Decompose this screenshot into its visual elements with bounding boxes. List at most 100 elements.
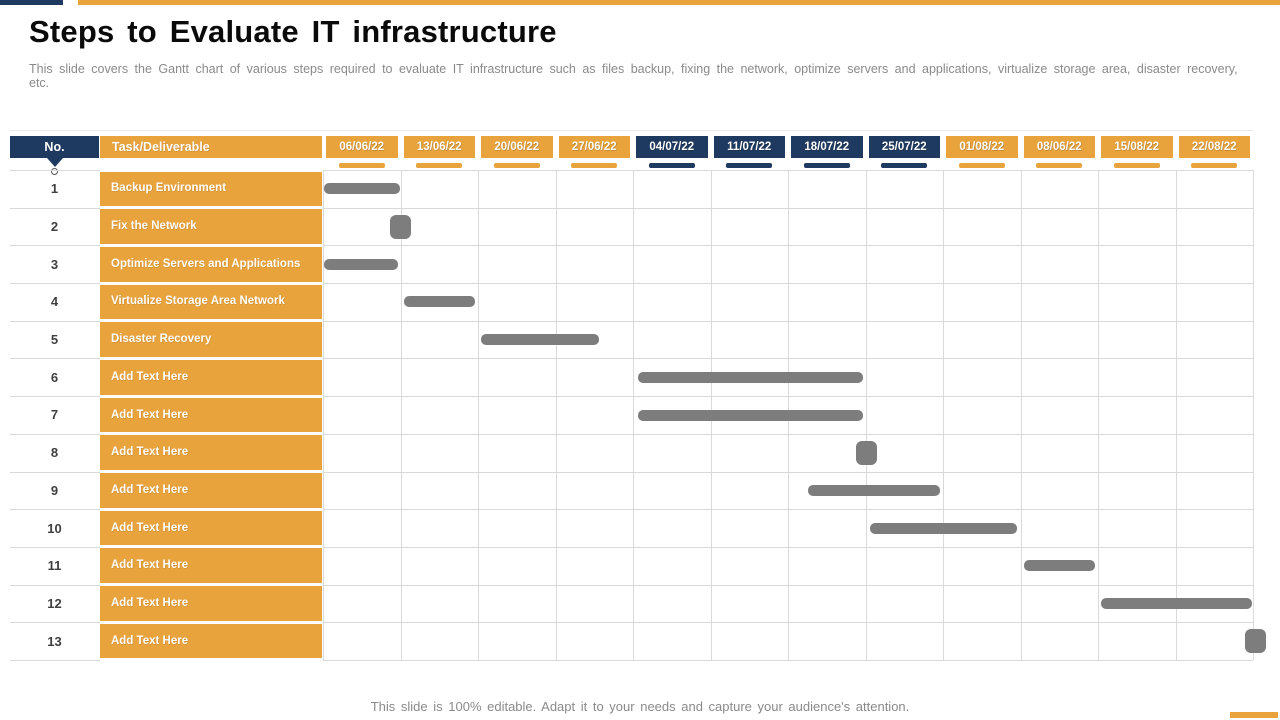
task-label-cell: Add Text Here — [100, 548, 322, 584]
task-row-number: 6 — [50, 369, 59, 385]
bottom-right-accent-bar — [1230, 712, 1278, 718]
task-label-cell: Add Text Here — [100, 473, 322, 508]
task-label-cell: Add Text Here — [100, 586, 322, 621]
gantt-milestone-square — [390, 214, 411, 239]
grid-hline — [10, 546, 100, 548]
date-column-header: 20/06/22 — [481, 136, 553, 158]
date-column-header: 11/07/22 — [713, 136, 785, 158]
task-row-number: 10 — [47, 520, 62, 536]
date-column-underline — [1191, 163, 1238, 168]
grid-hline — [323, 207, 1253, 209]
task-row-number: 11 — [47, 558, 62, 574]
grid-vline — [1098, 170, 1099, 660]
grid-hline — [323, 170, 1253, 171]
column-header-no: No. — [10, 136, 99, 158]
grid-vline — [633, 170, 634, 660]
gantt-milestone-square — [855, 440, 877, 465]
grid-hline — [10, 433, 100, 435]
grid-hline — [323, 471, 1253, 473]
task-row-number: 1 — [50, 181, 59, 197]
task-label-cell: Add Text Here — [100, 397, 322, 433]
date-column-underline — [881, 163, 928, 168]
column-header-task: Task/Deliverable — [100, 136, 322, 158]
task-row-number: 13 — [47, 633, 62, 649]
date-column-underline — [416, 163, 463, 168]
task-label: Optimize Servers and Applications — [111, 257, 301, 270]
top-accent-orange-bar — [78, 0, 1280, 5]
grid-hline — [10, 283, 100, 285]
date-column-underline — [726, 163, 773, 168]
task-label-cell: Add Text Here — [100, 623, 322, 659]
grid-vline — [865, 170, 867, 660]
gantt-bar — [324, 258, 398, 270]
task-row-number: 5 — [50, 332, 59, 348]
task-label-cell: Disaster Recovery — [100, 322, 322, 357]
gantt-chart: No. Task/Deliverable 06/06/22 13/06/22 20/… — [10, 130, 1266, 661]
gantt-bar — [324, 183, 400, 195]
task-label-cell: Add Text Here — [100, 510, 322, 546]
grid-hline — [10, 207, 100, 209]
date-column-underline — [338, 163, 385, 168]
task-label-cell: Add Text Here — [100, 435, 322, 471]
task-row-number: 9 — [50, 482, 59, 498]
grid-hline — [323, 396, 1253, 398]
grid-hline — [323, 245, 1253, 247]
gantt-milestone-square — [1244, 629, 1266, 654]
task-label: Add Text Here — [111, 596, 189, 609]
gantt-bar — [480, 334, 599, 346]
grid-vline — [555, 170, 557, 660]
page-title: Steps to Evaluate IT infrastructure — [29, 14, 557, 49]
grid-hline — [10, 245, 100, 247]
grid-vline — [943, 170, 944, 660]
grid-hline — [10, 509, 100, 511]
date-column-header: 25/07/22 — [868, 136, 940, 158]
gantt-bar — [1023, 560, 1096, 572]
task-label-cell: Backup Environment — [100, 171, 322, 207]
task-label: Add Text Here — [111, 483, 189, 496]
task-label-cell: Fix the Network — [100, 209, 322, 244]
grid-hline — [323, 320, 1253, 322]
date-column-header: 04/07/22 — [636, 136, 708, 158]
task-row-number: 7 — [50, 407, 59, 423]
gantt-bar — [870, 522, 1018, 534]
date-column-underline — [803, 163, 850, 168]
date-column-header: 08/06/22 — [1023, 136, 1095, 158]
table-top-border — [10, 130, 1253, 131]
date-column-underline — [1036, 163, 1083, 168]
grid-hline — [10, 660, 100, 661]
date-column-header: 27/06/22 — [558, 136, 630, 158]
grid-hline — [323, 433, 1253, 435]
date-column-header: 18/07/22 — [791, 136, 863, 158]
task-label-cell: Virtualize Storage Area Network — [100, 284, 322, 320]
date-column-header: 01/08/22 — [946, 136, 1018, 158]
task-label: Fix the Network — [111, 220, 197, 233]
date-column-underline — [493, 163, 540, 168]
pointer-circle-icon — [51, 168, 58, 175]
grid-hline — [10, 396, 100, 398]
task-label: Add Text Here — [111, 446, 189, 459]
task-label: Add Text Here — [111, 634, 189, 647]
date-column-underline — [571, 163, 618, 168]
gantt-bar — [808, 484, 941, 496]
task-row-number: 2 — [50, 219, 59, 235]
grid-hline — [323, 660, 1253, 661]
pointer-triangle-icon — [47, 158, 63, 167]
grid-hline — [323, 358, 1253, 360]
grid-vline — [1175, 170, 1177, 660]
grid-hline — [323, 283, 1253, 285]
gantt-bar — [403, 296, 476, 308]
grid-hline — [10, 471, 100, 473]
grid-hline — [323, 509, 1253, 511]
date-column-header: 15/08/22 — [1101, 136, 1173, 158]
task-row-number: 8 — [50, 445, 59, 461]
grid-vline — [478, 170, 479, 660]
task-row-number: 4 — [50, 294, 59, 310]
grid-hline — [10, 170, 100, 171]
grid-hline — [10, 358, 100, 360]
task-label: Add Text Here — [111, 559, 189, 572]
task-label: Add Text Here — [111, 521, 189, 534]
grid-hline — [10, 320, 100, 322]
date-column-underline — [648, 163, 695, 168]
date-column-header: 06/06/22 — [326, 136, 398, 158]
footer-note: This slide is 100% editable. Adapt it to… — [370, 699, 910, 714]
